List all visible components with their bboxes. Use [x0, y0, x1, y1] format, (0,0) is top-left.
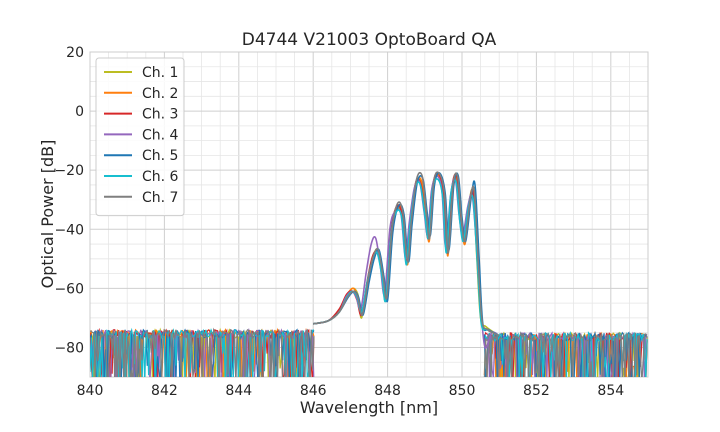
noise-floor-right [483, 331, 648, 377]
legend-label: Ch. 4 [142, 127, 179, 143]
y-axis-label: Optical Power [dB] [38, 140, 57, 289]
series-lines [313, 171, 500, 349]
noise-floor-left [90, 327, 315, 377]
x-tick-label: 842 [151, 383, 178, 399]
y-tick-label: 20 [66, 45, 84, 61]
noise-floor-right [483, 331, 648, 377]
x-tick-label: 854 [597, 383, 624, 399]
y-tick-label: −40 [54, 222, 84, 238]
x-axis-label: Wavelength [nm] [300, 398, 438, 417]
legend: Ch. 1 Ch. 2 Ch. 3 Ch. 4 Ch. 5 Ch. 6 Ch. 7 [95, 57, 185, 217]
legend-label: Ch. 6 [142, 169, 179, 185]
tick-labels: 840 842 844 846 848 850 852 854 20 0 −20 −40 −60 −80 [54, 45, 624, 399]
legend-label: Ch. 7 [142, 190, 178, 206]
y-tick-label: −80 [54, 340, 84, 356]
legend-label: Ch. 5 [142, 148, 178, 164]
x-tick-label: 840 [77, 383, 104, 399]
chart-title: D4744 V21003 OptoBoard QA [242, 30, 497, 50]
legend-label: Ch. 2 [142, 86, 178, 102]
noise-floor [90, 327, 648, 377]
y-tick-label: 0 [75, 104, 84, 120]
legend-label: Ch. 1 [142, 65, 178, 81]
x-tick-label: 852 [523, 383, 550, 399]
x-tick-label: 848 [374, 383, 401, 399]
series-line-7 [313, 171, 500, 337]
x-tick-label: 844 [225, 383, 252, 399]
y-tick-label: −60 [54, 281, 84, 297]
x-tick-label: 846 [300, 383, 327, 399]
y-tick-label: −20 [54, 163, 84, 179]
legend-label: Ch. 3 [142, 107, 178, 123]
plot-border [89, 51, 649, 378]
x-tick-label: 850 [449, 383, 476, 399]
